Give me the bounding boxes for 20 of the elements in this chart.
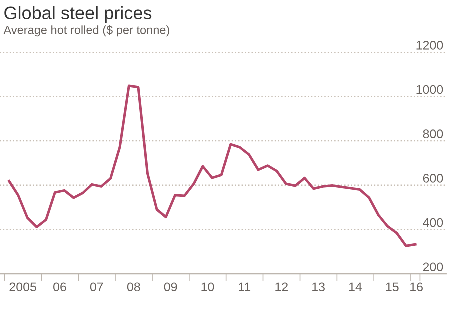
- x-tick-label: 11: [239, 282, 251, 292]
- x-tick-label: 16: [410, 282, 423, 292]
- x-tick-label: 06: [54, 282, 66, 292]
- x-tick-label: 07: [90, 282, 104, 292]
- x-tick-label: 15: [386, 282, 399, 292]
- x-tick-label: 2005: [10, 282, 36, 292]
- y-tick-label: 1200: [416, 41, 444, 50]
- x-tick-label: 12: [276, 282, 288, 292]
- y-tick-label: 1000: [416, 85, 444, 94]
- x-tick-label: 10: [202, 282, 214, 292]
- x-tick-label: 09: [164, 282, 178, 292]
- x-tick-label: 13: [312, 282, 325, 292]
- y-tick-label: 200: [423, 262, 444, 272]
- y-tick-label: 400: [423, 218, 444, 228]
- x-tick-label: 14: [349, 282, 362, 292]
- y-tick-label: 800: [423, 130, 444, 139]
- chart-title: Global steel prices: [4, 6, 152, 24]
- chart-subtitle: Average hot rolled ($ per tonne): [4, 25, 170, 37]
- y-tick-label: 600: [423, 174, 444, 183]
- x-tick-label: 08: [127, 282, 140, 292]
